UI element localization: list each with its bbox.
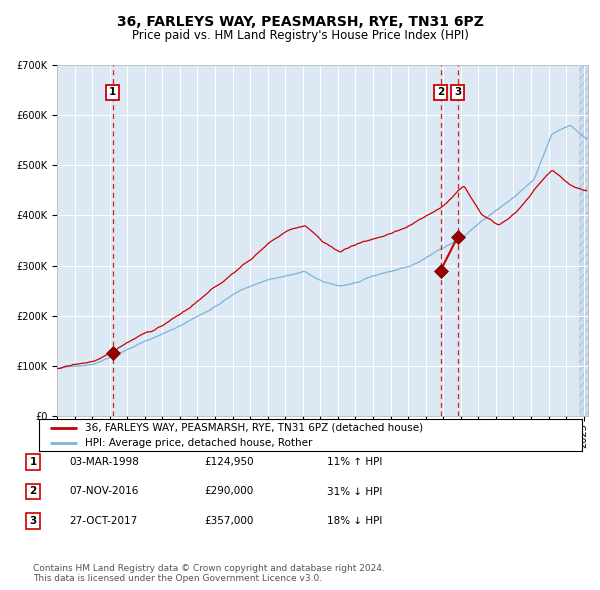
Text: 3: 3 [454, 87, 461, 97]
Text: 27-OCT-2017: 27-OCT-2017 [69, 516, 137, 526]
Bar [579, 65, 588, 416]
Text: HPI: Average price, detached house, Rother: HPI: Average price, detached house, Roth… [85, 438, 313, 448]
Text: Price paid vs. HM Land Registry's House Price Index (HPI): Price paid vs. HM Land Registry's House … [131, 30, 469, 42]
Text: 36, FARLEYS WAY, PEASMARSH, RYE, TN31 6PZ: 36, FARLEYS WAY, PEASMARSH, RYE, TN31 6P… [116, 15, 484, 29]
Text: 31% ↓ HPI: 31% ↓ HPI [327, 487, 382, 496]
Text: 18% ↓ HPI: 18% ↓ HPI [327, 516, 382, 526]
Text: £124,950: £124,950 [204, 457, 254, 467]
Text: £357,000: £357,000 [204, 516, 253, 526]
Text: 1: 1 [109, 87, 116, 97]
Text: £290,000: £290,000 [204, 487, 253, 496]
Text: 03-MAR-1998: 03-MAR-1998 [69, 457, 139, 467]
Text: 36, FARLEYS WAY, PEASMARSH, RYE, TN31 6PZ (detached house): 36, FARLEYS WAY, PEASMARSH, RYE, TN31 6P… [85, 423, 423, 433]
Text: 2: 2 [437, 87, 444, 97]
Text: 11% ↑ HPI: 11% ↑ HPI [327, 457, 382, 467]
Text: Contains HM Land Registry data © Crown copyright and database right 2024.
This d: Contains HM Land Registry data © Crown c… [33, 563, 385, 583]
Text: 3: 3 [29, 516, 37, 526]
Text: 07-NOV-2016: 07-NOV-2016 [69, 487, 139, 496]
Text: 2: 2 [29, 487, 37, 496]
Text: 1: 1 [29, 457, 37, 467]
